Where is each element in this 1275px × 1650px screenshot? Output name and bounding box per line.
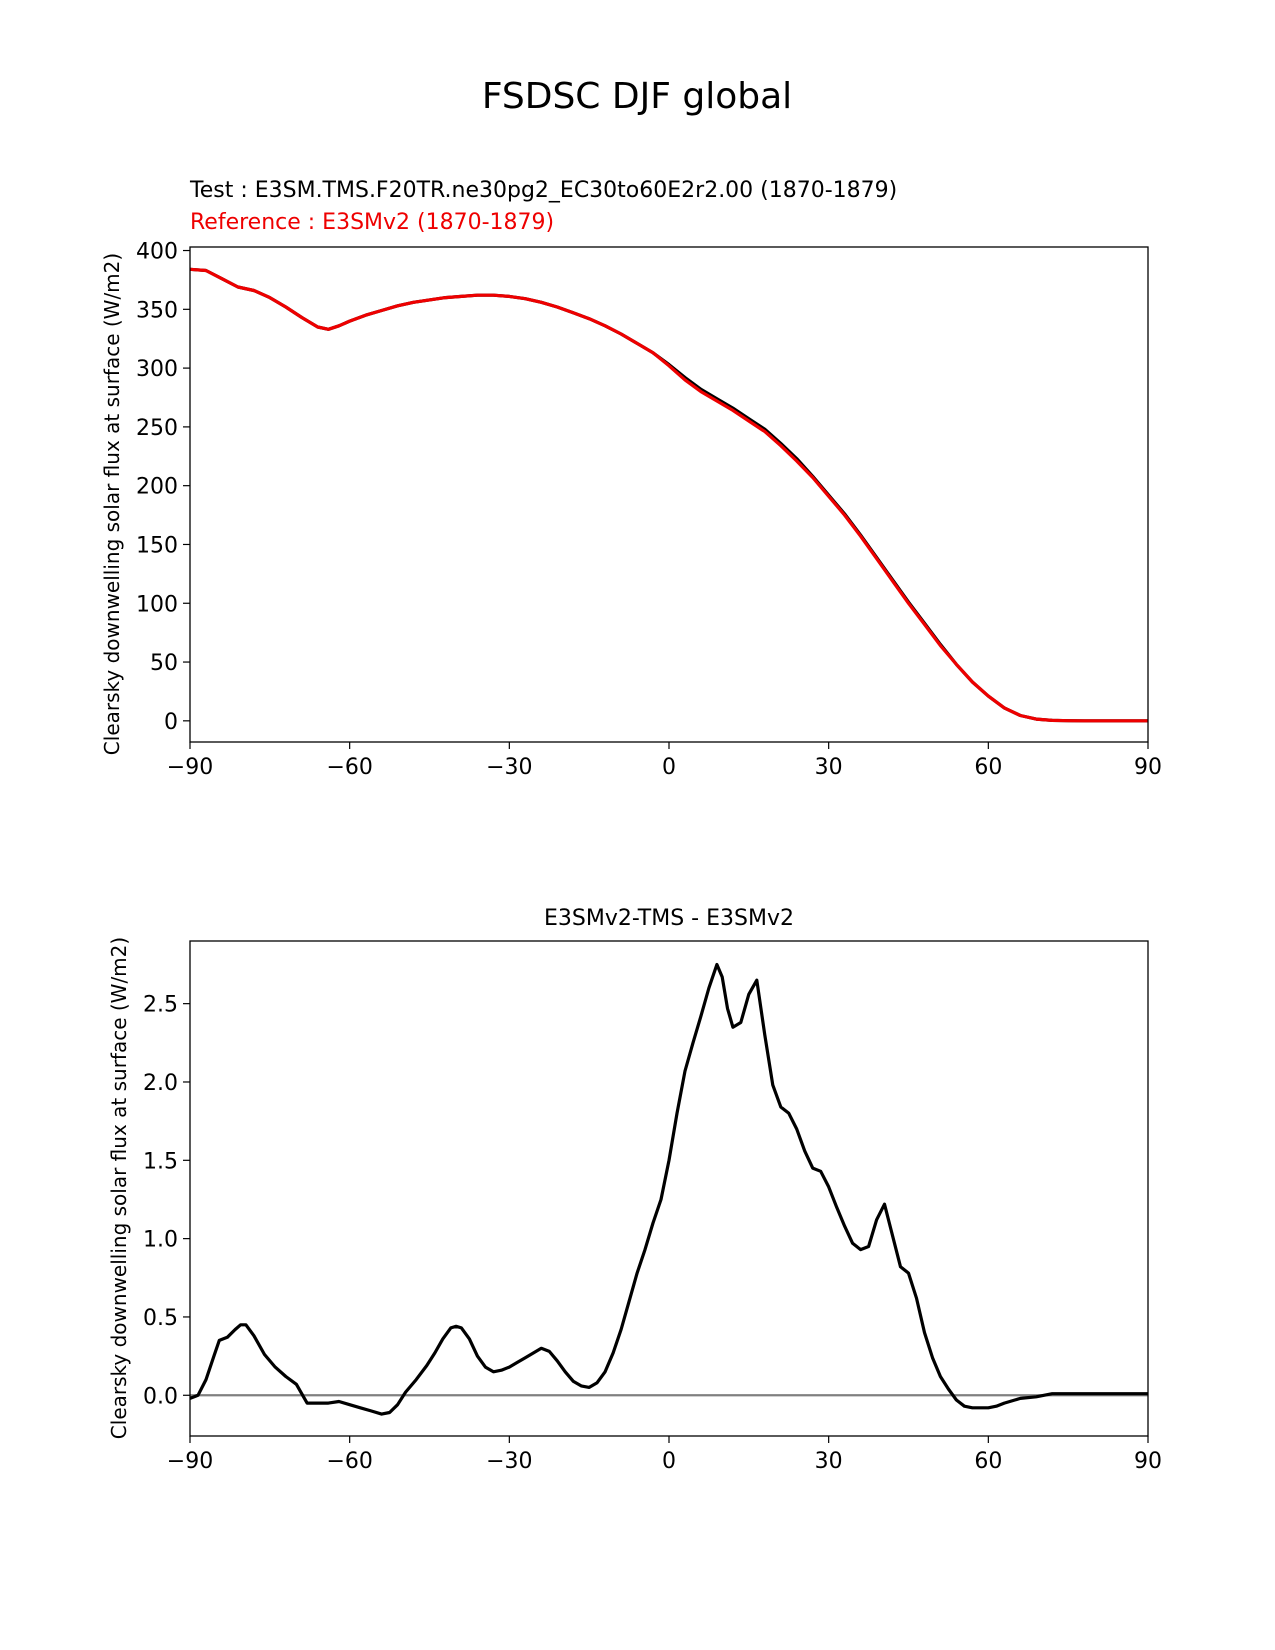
top-ylabel: Clearsky downwelling solar flux at surfa… (100, 253, 124, 755)
top-axes-frame (189, 246, 1149, 743)
top-xtick-label: −90 (167, 755, 213, 780)
top-xtick-label: −60 (326, 755, 372, 780)
bottom-xtick-label: 90 (1134, 1449, 1162, 1474)
bottom-xtick-label: 60 (974, 1449, 1002, 1474)
top-series-test-line (189, 267, 1148, 723)
bottom-ylabel: Clearsky downwelling solar flux at surfa… (107, 937, 131, 1439)
bottom-xtick-label: 30 (815, 1449, 843, 1474)
bottom-ytick-label: 2.5 (143, 993, 178, 1018)
bottom-axes-frame (189, 940, 1149, 1437)
bottom-ytick-label: 1.0 (143, 1228, 178, 1253)
test-label: Test : E3SM.TMS.F20TR.ne30pg2_EC30to60E2… (189, 178, 897, 203)
bottom-ytick-label: 1.5 (143, 1149, 178, 1174)
top-xtick-label: 60 (974, 755, 1002, 780)
bottom-series-e3smv2-tms-e3smv2-line (189, 962, 1148, 1416)
bottom-title: E3SMv2-TMS - E3SMv2 (544, 906, 794, 931)
top-ytick-label: 150 (136, 533, 178, 558)
top-ytick-label: 300 (136, 357, 178, 382)
top-ytick-label: 50 (150, 651, 178, 676)
bottom-xtick-label: −60 (326, 1449, 372, 1474)
top-ytick-label: 250 (136, 416, 178, 441)
bottom-panel: E3SMv2-TMS - E3SMv2 Clearsky downwelling… (107, 906, 1162, 1474)
top-xtick-label: −30 (486, 755, 532, 780)
bottom-ytick-label: 2.0 (143, 1071, 178, 1096)
reference-label: Reference : E3SMv2 (1870-1879) (190, 210, 554, 235)
top-ytick-label: 200 (136, 475, 178, 500)
top-xtick-label: 30 (815, 755, 843, 780)
top-panel: Test : E3SM.TMS.F20TR.ne30pg2_EC30to60E2… (100, 178, 1162, 780)
bottom-xtick-label: 0 (662, 1449, 676, 1474)
bottom-xtick-label: −90 (167, 1449, 213, 1474)
top-ytick-label: 0 (164, 710, 178, 735)
top-ytick-label: 400 (136, 240, 178, 265)
top-ytick-label: 100 (136, 592, 178, 617)
bottom-ytick-label: 0.5 (143, 1306, 178, 1331)
top-series-reference-line (189, 267, 1148, 723)
top-xtick-label: 90 (1134, 755, 1162, 780)
top-ytick-label: 350 (136, 298, 178, 323)
bottom-ytick-label: 0.0 (143, 1384, 178, 1409)
top-xtick-label: 0 (662, 755, 676, 780)
bottom-xtick-label: −30 (486, 1449, 532, 1474)
figure-suptitle: FSDSC DJF global (482, 76, 792, 117)
